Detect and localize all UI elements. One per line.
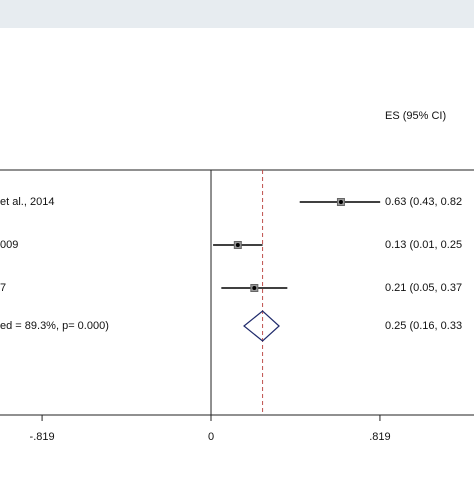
point-estimate bbox=[252, 286, 257, 290]
study-label: 009 bbox=[0, 239, 18, 251]
overall-diamond bbox=[243, 310, 280, 342]
x-tick-label: 0 bbox=[208, 431, 214, 443]
es-label: 0.21 (0.05, 0.37 bbox=[385, 282, 462, 294]
column-header: ES (95% CI) bbox=[385, 110, 446, 122]
x-tick-label: .819 bbox=[369, 431, 390, 443]
overall-label: ed = 89.3%, p= 0.000) bbox=[0, 320, 109, 332]
x-tick-label: -.819 bbox=[30, 431, 55, 443]
study-label: et al., 2014 bbox=[0, 196, 54, 208]
point-estimate bbox=[235, 243, 240, 247]
es-label: 0.13 (0.01, 0.25 bbox=[385, 239, 462, 251]
study-label: 7 bbox=[0, 282, 6, 294]
top-band bbox=[0, 0, 474, 28]
overall-es-label: 0.25 (0.16, 0.33 bbox=[385, 320, 462, 332]
point-estimate bbox=[338, 200, 343, 204]
es-label: 0.63 (0.43, 0.82 bbox=[385, 196, 462, 208]
